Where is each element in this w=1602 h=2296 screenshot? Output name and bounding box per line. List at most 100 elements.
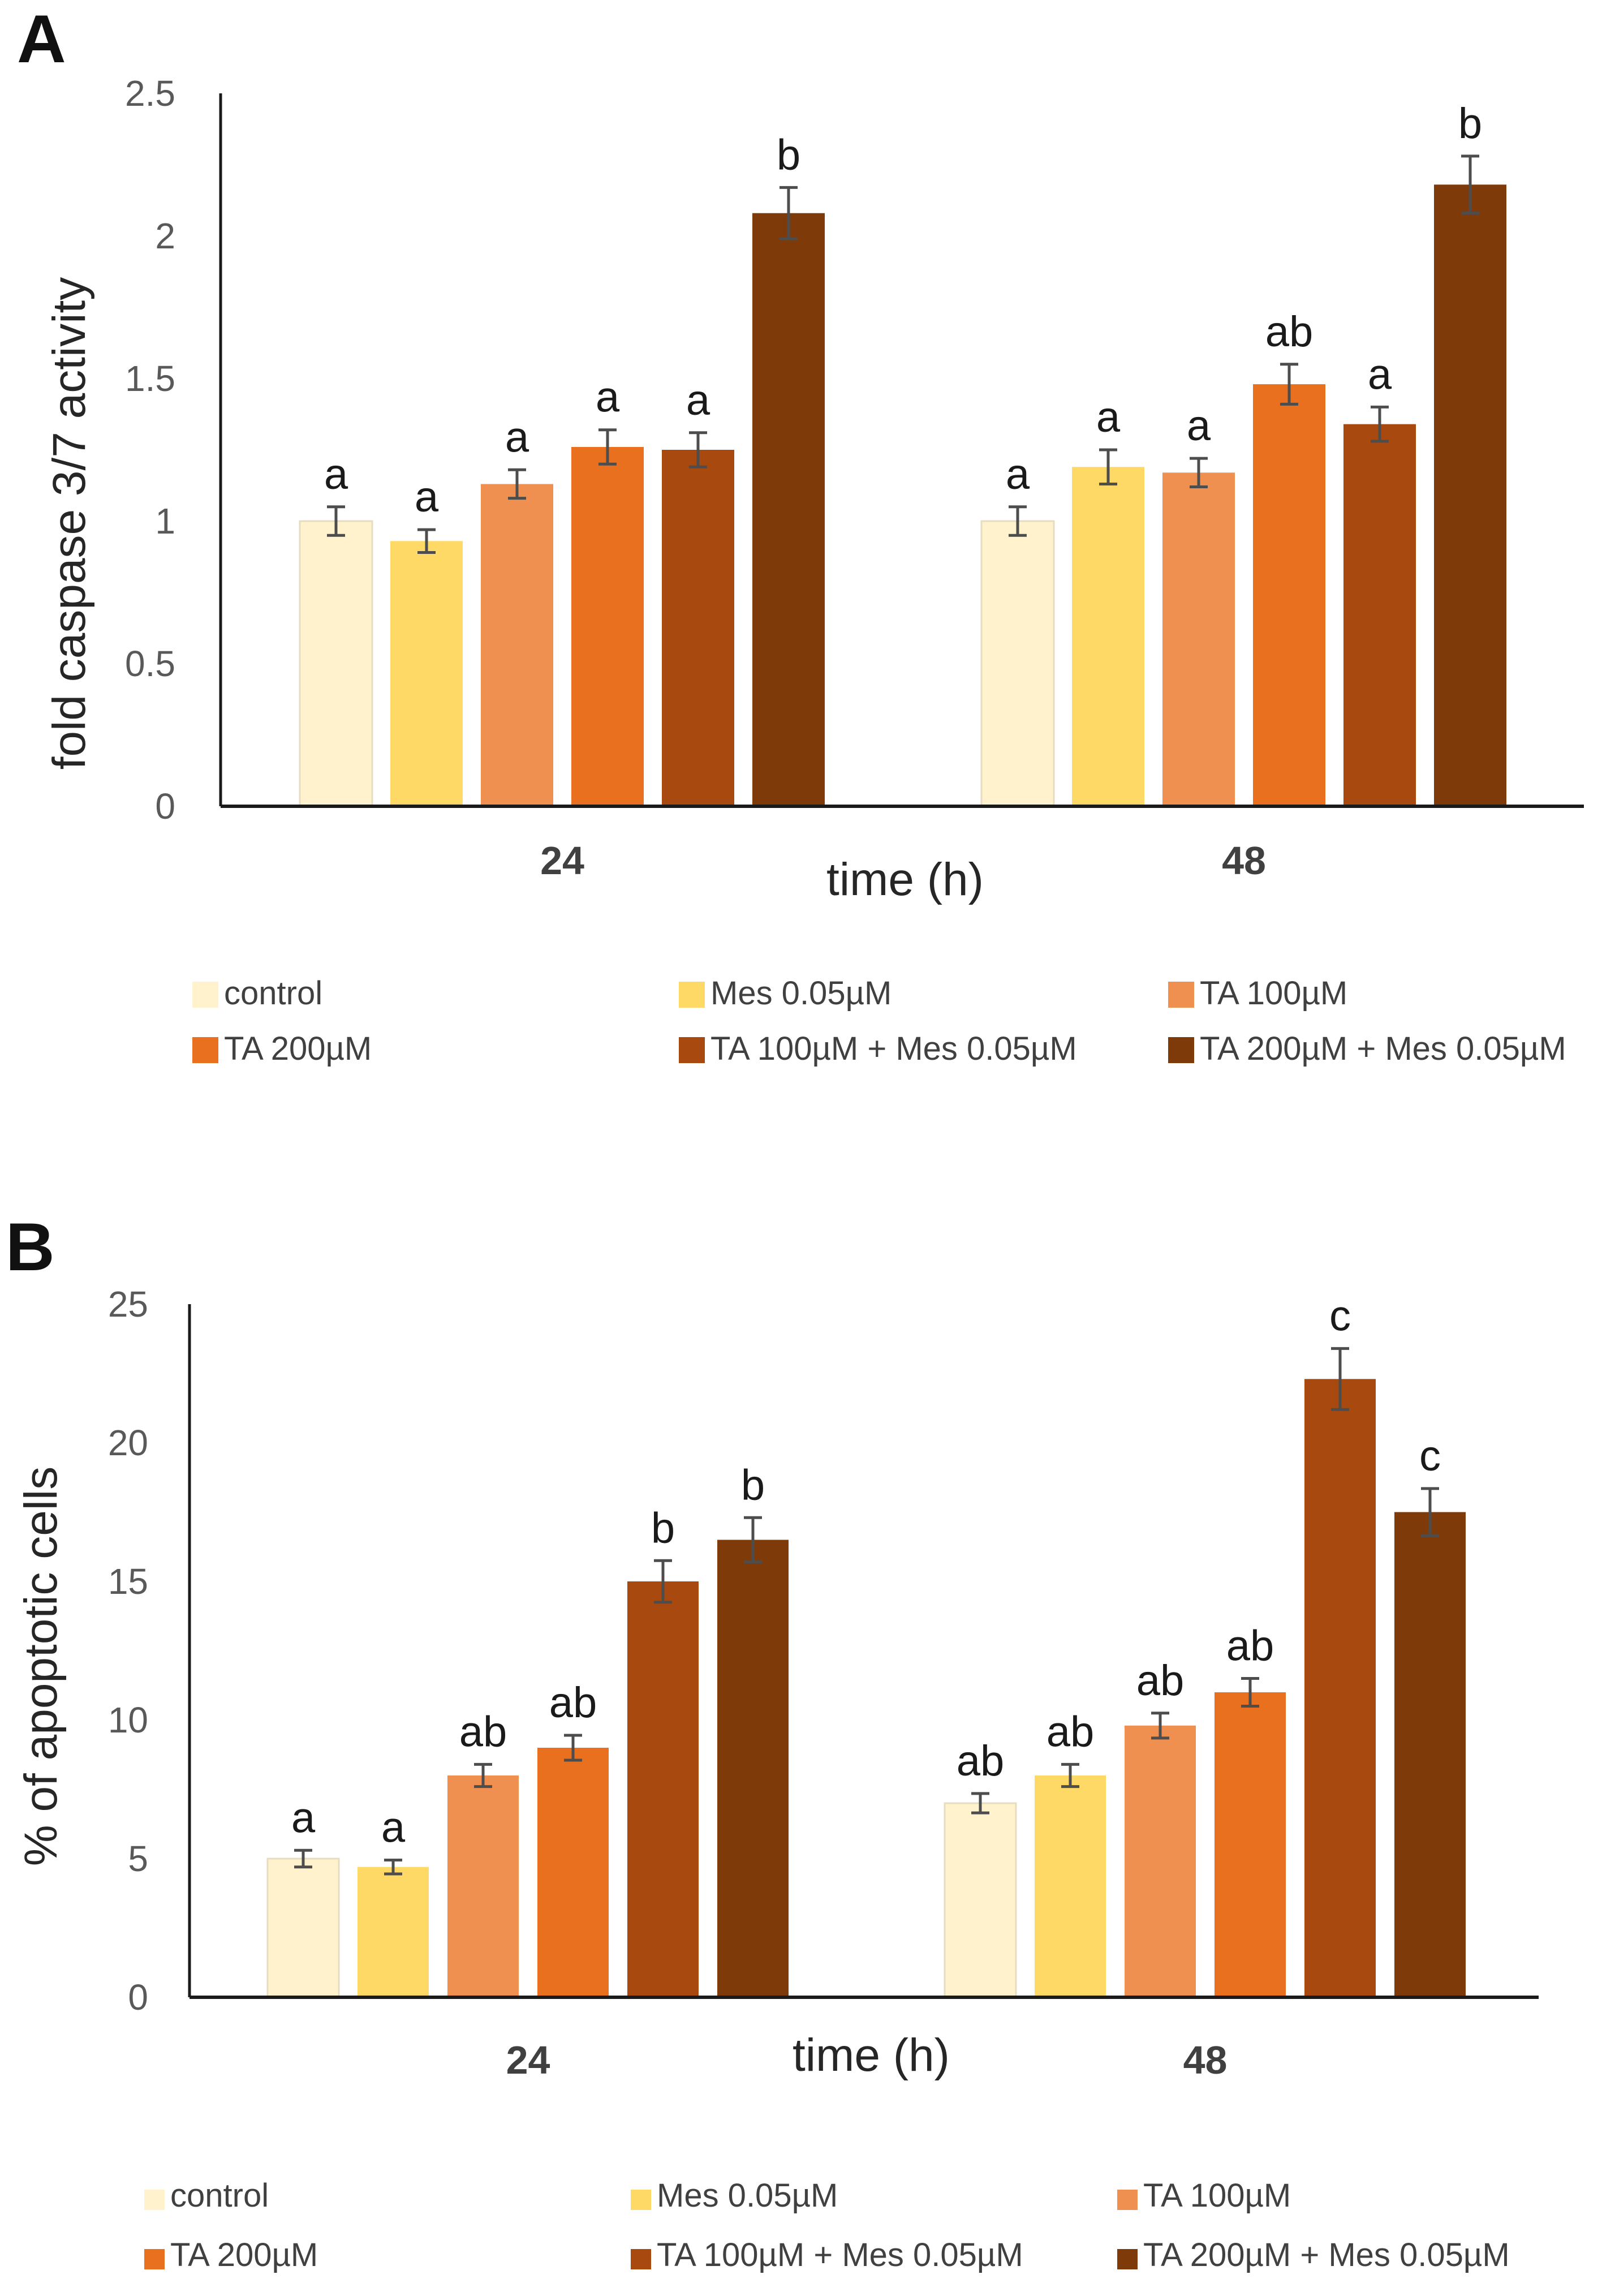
- panel-a-legend-label: TA 100µM + Mes 0.05µM: [710, 1030, 1077, 1067]
- panel-b-significance-letter: c: [1329, 1292, 1351, 1340]
- panel-b-bar: [1394, 1512, 1466, 1997]
- panel-b-bar: [1035, 1775, 1106, 1997]
- panel-b-bar: [1125, 1725, 1196, 1997]
- panel-b-legend-label: control: [170, 2177, 269, 2214]
- panel-b-bar: [537, 1748, 609, 1997]
- panel-b-legend-label: TA 100µM + Mes 0.05µM: [657, 2237, 1023, 2273]
- panel-a-bar: [1253, 384, 1325, 806]
- panel-b-yticks: 0 5 10 15 20 25: [108, 1284, 148, 2018]
- panel-a-legend-swatch: [192, 982, 218, 1008]
- panel-a-bar: [662, 450, 734, 806]
- panel-a-ytick-label: 0.5: [125, 643, 175, 684]
- panel-a-legend-label: TA 100µM: [1200, 975, 1347, 1012]
- panel-a-legend-label: TA 200µM + Mes 0.05µM: [1200, 1030, 1566, 1067]
- panel-a-ytick-label: 1.5: [125, 358, 175, 399]
- panel-b-xlabel: time (h): [793, 2030, 950, 2081]
- panel-b-significance-letter: ab: [459, 1708, 507, 1756]
- panel-b-bar: [944, 1802, 1017, 1998]
- panel-b-significance-letter: a: [381, 1803, 406, 1851]
- panel-b-bars: [266, 1379, 1466, 1998]
- panel-b-ytick-label: 25: [108, 1284, 148, 1325]
- panel-b-ytick-label: 20: [108, 1422, 148, 1463]
- panel-b-significance-letter: b: [651, 1504, 675, 1552]
- panel-a-bar: [1072, 467, 1144, 806]
- panel-b-ytick-label: 15: [108, 1561, 148, 1602]
- panel-b-significance-letter: ab: [549, 1679, 597, 1727]
- panel-a-ytick-label: 0: [155, 786, 175, 827]
- panel-a-yticks: 0 0.5 1 1.5 2 2.5: [125, 73, 175, 827]
- panel-a-legend-swatch: [679, 982, 705, 1008]
- panel-a-legend-swatch: [192, 1037, 218, 1063]
- panel-a-significance-letter: a: [1368, 350, 1392, 398]
- panel-a-significance-letter: a: [1187, 402, 1211, 450]
- panel-b-categories: 24 48: [506, 2038, 1228, 2082]
- panel-a-significance-letter: a: [415, 473, 439, 521]
- panel-b-chart: B % of apoptotic cells time (h) 0 5 10 15 20…: [6, 1209, 1539, 2273]
- panel-b-bar: [717, 1540, 789, 1997]
- panel-a-bar: [1162, 472, 1235, 806]
- panel-b-bar: [1304, 1379, 1376, 1997]
- panel-a-bar: [481, 484, 553, 806]
- panel-b-legend: control Mes 0.05µM TA 100µM TA 200µM TA 100µ…: [144, 2177, 1510, 2273]
- panel-b-legend-swatch: [1117, 2249, 1138, 2269]
- panel-b-category-label: 24: [506, 2038, 550, 2082]
- panel-a-significance-letter: a: [505, 413, 529, 461]
- panel-b-legend-swatch: [631, 2190, 651, 2210]
- panel-b-legend-swatch: [1117, 2190, 1138, 2210]
- panel-a-chart: A fold caspase 3/7 activity time (h) 0 0.…: [17, 1, 1584, 1067]
- panel-a-legend-swatch: [1168, 1037, 1194, 1063]
- panel-a-significance-letter: b: [1458, 100, 1482, 148]
- panel-a-bar: [299, 520, 373, 807]
- panel-b-significance-letter: b: [741, 1461, 765, 1509]
- panel-b-legend-swatch: [144, 2249, 165, 2269]
- panel-b-ytick-label: 10: [108, 1700, 148, 1740]
- panel-a-categories: 24 48: [540, 839, 1266, 883]
- panel-a-error-bars: [327, 154, 1479, 554]
- panel-a-category-label: 24: [540, 839, 584, 883]
- panel-a-xlabel: time (h): [826, 854, 984, 905]
- panel-b-legend-label: TA 200µM + Mes 0.05µM: [1143, 2237, 1510, 2273]
- panel-a-ylabel: fold caspase 3/7 activity: [44, 277, 95, 770]
- panel-a-significance-letter: b: [777, 131, 800, 179]
- panel-b-legend-label: TA 200µM: [170, 2237, 318, 2273]
- panel-a-ytick-label: 2: [155, 216, 175, 256]
- panel-a-bar: [1343, 424, 1416, 806]
- panel-a-significance-letter: a: [686, 376, 710, 424]
- panel-b-error-bars: [294, 1347, 1439, 1876]
- panel-a-legend-label: Mes 0.05µM: [710, 975, 892, 1012]
- panel-a-bar: [571, 446, 644, 806]
- panel-a-significance-letter: a: [1006, 450, 1030, 498]
- panel-b-bar: [358, 1867, 429, 1997]
- panel-b-significance-letter: c: [1419, 1432, 1441, 1480]
- panel-a-ytick-label: 1: [155, 501, 175, 541]
- panel-a-legend-swatch: [679, 1037, 705, 1063]
- panel-b-legend-swatch: [631, 2249, 651, 2269]
- panel-b-significance-letter: ab: [1136, 1657, 1185, 1705]
- panel-a-significance-letter: a: [1096, 393, 1121, 441]
- panel-a-significance-letter: a: [324, 450, 348, 498]
- panel-b-letter: B: [6, 1209, 55, 1285]
- panel-a-bar: [390, 541, 463, 806]
- panel-a-legend: control Mes 0.05µM TA 100µM TA 200µM TA 100µ…: [192, 975, 1566, 1067]
- panel-a-letter: A: [17, 1, 66, 77]
- panel-b-bar: [1215, 1692, 1286, 1997]
- panel-b-category-label: 48: [1183, 2038, 1228, 2082]
- panel-a-legend-label: TA 200µM: [224, 1030, 372, 1067]
- panel-b-bar: [266, 1858, 340, 1998]
- panel-b-significance-letter: a: [291, 1794, 316, 1842]
- panel-b-ytick-label: 0: [128, 1977, 148, 2018]
- panel-a-legend-label: control: [224, 975, 322, 1012]
- panel-b-ytick-label: 5: [128, 1838, 148, 1879]
- panel-b-significance-letter: ab: [1047, 1708, 1095, 1756]
- panel-a-significance-letter: a: [596, 373, 620, 422]
- panel-a-ytick-label: 2.5: [125, 73, 175, 114]
- panel-b-significance-letter: ab: [957, 1737, 1005, 1785]
- panel-b-ylabel: % of apoptotic cells: [15, 1467, 67, 1867]
- panel-a-bar: [980, 520, 1055, 807]
- panel-b-legend-label: TA 100µM: [1143, 2177, 1291, 2214]
- panel-b-legend-swatch: [144, 2190, 165, 2210]
- panel-a-category-label: 48: [1222, 839, 1266, 883]
